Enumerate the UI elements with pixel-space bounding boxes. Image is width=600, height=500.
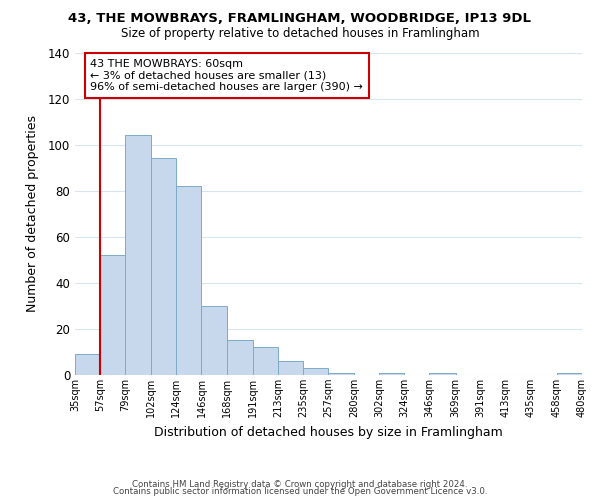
Bar	[202, 306, 227, 375]
Bar	[328, 372, 354, 375]
Bar	[303, 368, 328, 375]
Bar	[253, 348, 278, 375]
Bar	[379, 372, 404, 375]
Bar	[176, 186, 202, 375]
Bar	[100, 255, 125, 375]
Bar	[430, 372, 455, 375]
Bar	[227, 340, 253, 375]
Text: Contains public sector information licensed under the Open Government Licence v3: Contains public sector information licen…	[113, 488, 487, 496]
Bar	[557, 372, 582, 375]
Y-axis label: Number of detached properties: Number of detached properties	[26, 116, 40, 312]
Text: Size of property relative to detached houses in Framlingham: Size of property relative to detached ho…	[121, 28, 479, 40]
Bar	[75, 354, 100, 375]
X-axis label: Distribution of detached houses by size in Framlingham: Distribution of detached houses by size …	[154, 426, 503, 438]
Text: 43 THE MOWBRAYS: 60sqm
← 3% of detached houses are smaller (13)
96% of semi-deta: 43 THE MOWBRAYS: 60sqm ← 3% of detached …	[90, 59, 363, 92]
Text: 43, THE MOWBRAYS, FRAMLINGHAM, WOODBRIDGE, IP13 9DL: 43, THE MOWBRAYS, FRAMLINGHAM, WOODBRIDG…	[68, 12, 532, 26]
Bar	[125, 136, 151, 375]
Bar	[151, 158, 176, 375]
Bar	[278, 361, 303, 375]
Text: Contains HM Land Registry data © Crown copyright and database right 2024.: Contains HM Land Registry data © Crown c…	[132, 480, 468, 489]
